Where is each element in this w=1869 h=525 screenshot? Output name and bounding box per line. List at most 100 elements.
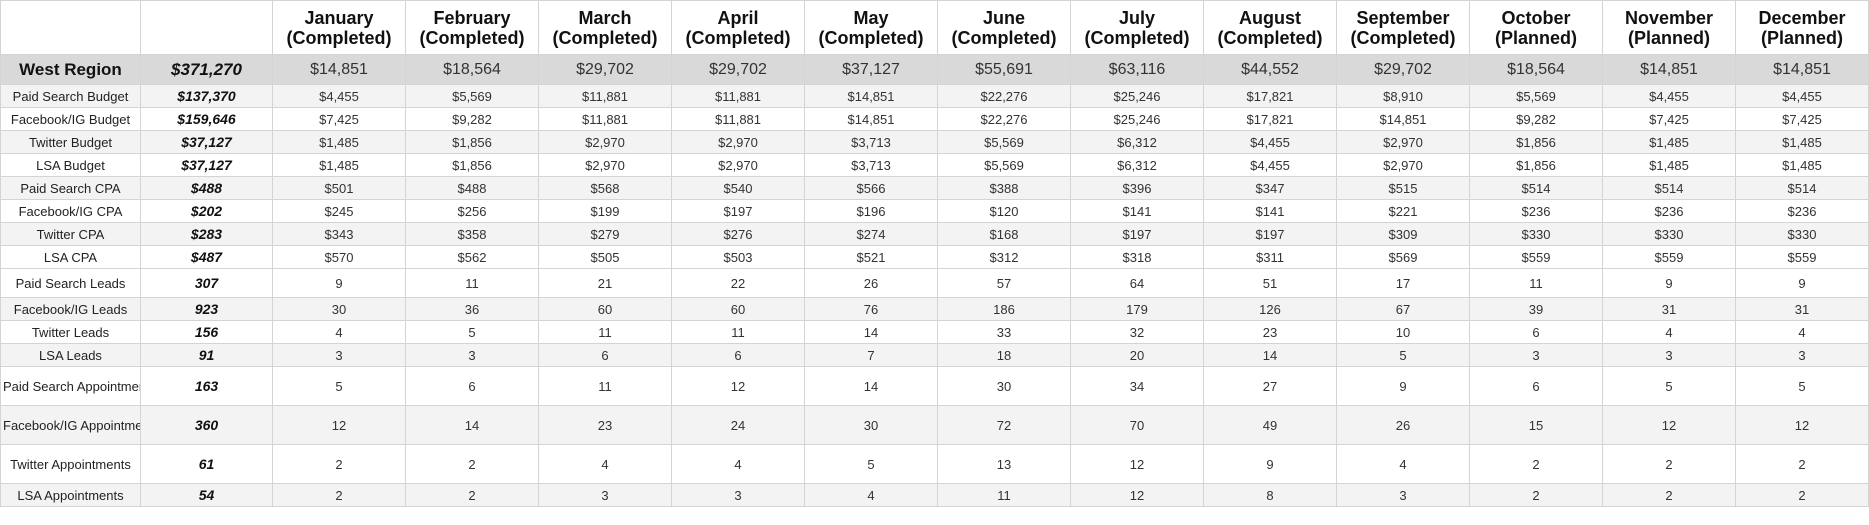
month-value-cell[interactable]: $236 [1735, 199, 1869, 223]
month-value-cell[interactable]: 2 [1602, 444, 1736, 484]
month-value-cell[interactable]: $1,485 [272, 153, 406, 177]
month-value-cell[interactable]: $197 [1203, 222, 1337, 246]
month-value-cell[interactable]: $7,425 [1735, 107, 1869, 131]
month-value-cell[interactable]: 12 [1070, 444, 1204, 484]
month-value-cell[interactable]: 51 [1203, 268, 1337, 298]
month-value-cell[interactable]: $503 [671, 245, 805, 269]
month-value-cell[interactable]: 12 [1070, 483, 1204, 507]
month-value-cell[interactable]: $17,821 [1203, 107, 1337, 131]
month-value-cell[interactable]: $540 [671, 176, 805, 200]
month-value-cell[interactable]: $29,702 [538, 54, 672, 85]
month-value-cell[interactable]: 72 [937, 405, 1071, 445]
month-value-cell[interactable]: 9 [1735, 268, 1869, 298]
month-value-cell[interactable]: 3 [1602, 343, 1736, 367]
month-value-cell[interactable]: 22 [671, 268, 805, 298]
month-value-cell[interactable]: $17,821 [1203, 84, 1337, 108]
month-value-cell[interactable]: 4 [1735, 320, 1869, 344]
row-total-cell[interactable]: $137,370 [140, 84, 273, 108]
month-value-cell[interactable]: 4 [538, 444, 672, 484]
row-label-cell[interactable]: Paid Search Budget [0, 84, 141, 108]
month-value-cell[interactable]: $4,455 [272, 84, 406, 108]
month-value-cell[interactable]: 11 [671, 320, 805, 344]
month-value-cell[interactable]: $1,485 [1602, 153, 1736, 177]
month-value-cell[interactable]: 3 [671, 483, 805, 507]
month-value-cell[interactable]: $330 [1602, 222, 1736, 246]
row-label-cell[interactable]: Facebook/IG CPA [0, 199, 141, 223]
month-value-cell[interactable]: $14,851 [272, 54, 406, 85]
month-value-cell[interactable]: 23 [538, 405, 672, 445]
month-value-cell[interactable]: 4 [671, 444, 805, 484]
month-value-cell[interactable]: $18,564 [405, 54, 539, 85]
month-value-cell[interactable]: $312 [937, 245, 1071, 269]
month-value-cell[interactable]: $29,702 [671, 54, 805, 85]
row-total-cell[interactable]: $159,646 [140, 107, 273, 131]
row-label-cell[interactable]: Paid Search CPA [0, 176, 141, 200]
month-value-cell[interactable]: $9,282 [1469, 107, 1603, 131]
month-value-cell[interactable]: $5,569 [1469, 84, 1603, 108]
row-total-cell[interactable]: 163 [140, 366, 273, 406]
month-value-cell[interactable]: 12 [671, 366, 805, 406]
month-value-cell[interactable]: $256 [405, 199, 539, 223]
month-value-cell[interactable]: 14 [1203, 343, 1337, 367]
row-label-cell[interactable]: LSA Budget [0, 153, 141, 177]
month-value-cell[interactable]: 12 [1602, 405, 1736, 445]
month-value-cell[interactable]: 9 [1203, 444, 1337, 484]
month-value-cell[interactable]: 5 [804, 444, 938, 484]
month-value-cell[interactable]: $2,970 [538, 130, 672, 154]
month-value-cell[interactable]: $11,881 [671, 84, 805, 108]
month-value-cell[interactable]: $25,246 [1070, 84, 1204, 108]
month-value-cell[interactable]: 18 [937, 343, 1071, 367]
month-value-cell[interactable]: 60 [538, 297, 672, 321]
month-value-cell[interactable]: $569 [1336, 245, 1470, 269]
month-value-cell[interactable]: $514 [1735, 176, 1869, 200]
month-value-cell[interactable]: 21 [538, 268, 672, 298]
month-value-cell[interactable]: $8,910 [1336, 84, 1470, 108]
month-value-cell[interactable]: 126 [1203, 297, 1337, 321]
month-value-cell[interactable]: $29,702 [1336, 54, 1470, 85]
month-value-cell[interactable]: $396 [1070, 176, 1204, 200]
month-value-cell[interactable]: $120 [937, 199, 1071, 223]
month-header-may[interactable]: May (Completed) [804, 0, 938, 55]
month-value-cell[interactable]: 14 [405, 405, 539, 445]
row-label-cell[interactable]: Twitter Leads [0, 320, 141, 344]
month-value-cell[interactable]: $6,312 [1070, 130, 1204, 154]
month-value-cell[interactable]: $14,851 [1735, 54, 1869, 85]
month-value-cell[interactable]: $22,276 [937, 107, 1071, 131]
month-value-cell[interactable]: $515 [1336, 176, 1470, 200]
month-value-cell[interactable]: $1,485 [1735, 153, 1869, 177]
month-value-cell[interactable]: 70 [1070, 405, 1204, 445]
month-value-cell[interactable]: 3 [538, 483, 672, 507]
month-header-september[interactable]: September (Completed) [1336, 0, 1470, 55]
row-total-cell[interactable]: 156 [140, 320, 273, 344]
month-value-cell[interactable]: 2 [405, 483, 539, 507]
month-value-cell[interactable]: 5 [272, 366, 406, 406]
row-total-cell[interactable]: $371,270 [140, 54, 273, 85]
month-value-cell[interactable]: 2 [1735, 483, 1869, 507]
row-label-cell[interactable]: Paid Search Appointments [0, 366, 141, 406]
month-value-cell[interactable]: 31 [1602, 297, 1736, 321]
month-value-cell[interactable]: $197 [1070, 222, 1204, 246]
month-value-cell[interactable]: $236 [1602, 199, 1736, 223]
row-label-cell[interactable]: West Region [0, 54, 141, 85]
month-value-cell[interactable]: 60 [671, 297, 805, 321]
month-value-cell[interactable]: 67 [1336, 297, 1470, 321]
month-value-cell[interactable]: $4,455 [1602, 84, 1736, 108]
month-value-cell[interactable]: 34 [1070, 366, 1204, 406]
month-value-cell[interactable]: 7 [804, 343, 938, 367]
month-value-cell[interactable]: 10 [1336, 320, 1470, 344]
month-value-cell[interactable]: $501 [272, 176, 406, 200]
month-value-cell[interactable]: 13 [937, 444, 1071, 484]
month-value-cell[interactable]: 57 [937, 268, 1071, 298]
month-value-cell[interactable]: 3 [1735, 343, 1869, 367]
row-label-cell[interactable]: Twitter Appointments [0, 444, 141, 484]
month-value-cell[interactable]: $236 [1469, 199, 1603, 223]
month-value-cell[interactable]: $311 [1203, 245, 1337, 269]
month-value-cell[interactable]: $1,485 [272, 130, 406, 154]
month-value-cell[interactable]: $168 [937, 222, 1071, 246]
month-header-august[interactable]: August (Completed) [1203, 0, 1337, 55]
row-total-cell[interactable]: $37,127 [140, 130, 273, 154]
month-header-february[interactable]: February (Completed) [405, 0, 539, 55]
month-value-cell[interactable]: $4,455 [1203, 130, 1337, 154]
month-value-cell[interactable]: 4 [272, 320, 406, 344]
month-value-cell[interactable]: $2,970 [671, 130, 805, 154]
